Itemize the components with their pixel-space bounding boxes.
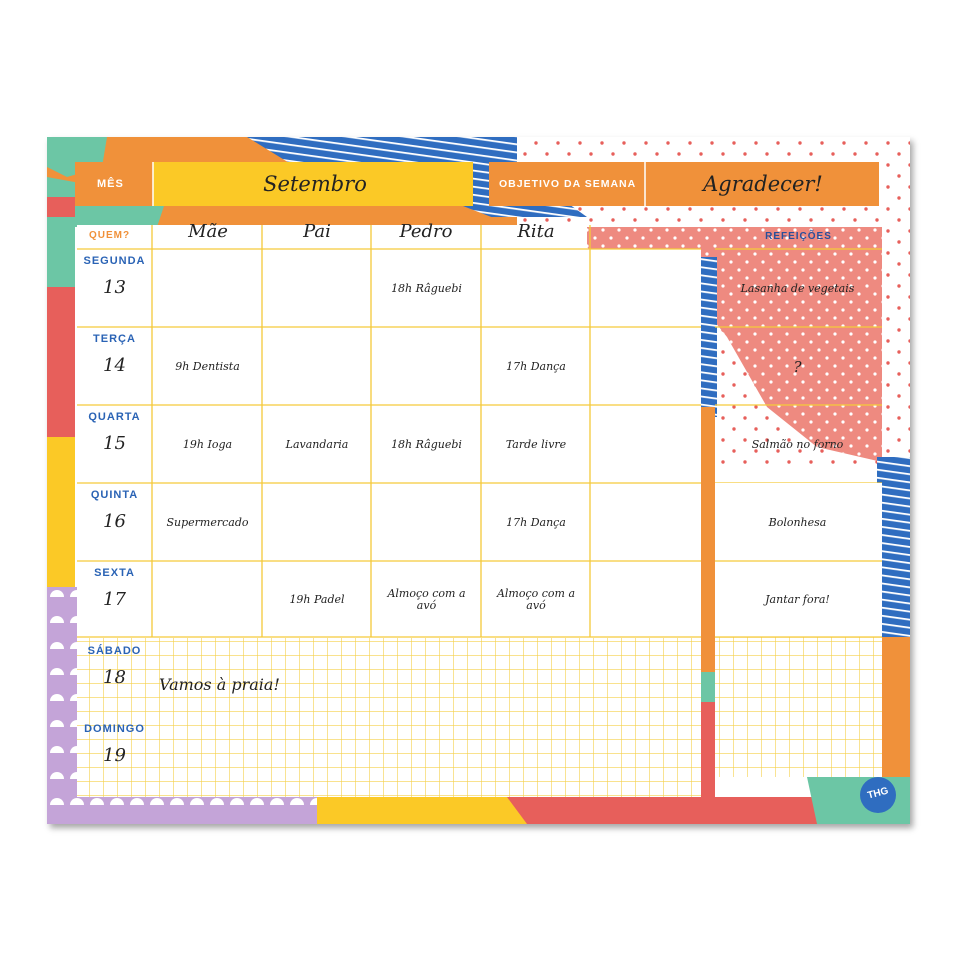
weekly-goal-label: OBJETIVO DA SEMANA <box>499 178 637 190</box>
table-cell[interactable]: 18h Râguebi <box>391 437 462 451</box>
table-cell[interactable]: Tarde livre <box>505 437 567 451</box>
day-friday: SEXTA 17 <box>77 567 152 610</box>
month-value[interactable]: Setembro <box>263 172 367 196</box>
weekly-goal-value[interactable]: Agradecer! <box>703 172 823 196</box>
table-cell[interactable]: Lavandaria <box>285 437 349 451</box>
table-cell[interactable]: Supermercado <box>166 515 249 529</box>
weekend-note[interactable]: Vamos à praia! <box>159 675 280 694</box>
table-cell[interactable]: 17h Dança <box>506 359 566 373</box>
table-cell[interactable]: 17h Dança <box>506 515 566 529</box>
table-cell[interactable]: Almoço com a avó <box>496 586 576 612</box>
meal-wednesday[interactable]: Salmão no forno <box>751 438 844 451</box>
day-thursday: QUINTA 16 <box>77 489 152 532</box>
weekly-planner: MÊS Setembro OBJETIVO DA SEMANA Agradece… <box>47 137 910 824</box>
table-cell[interactable]: 9h Dentista <box>175 359 240 373</box>
day-number: 14 <box>103 355 126 376</box>
person-pai[interactable]: Pai <box>303 221 331 242</box>
meal-monday[interactable]: Lasanha de vegetais <box>740 282 855 295</box>
day-number: 15 <box>103 433 126 454</box>
day-number: 19 <box>103 745 126 766</box>
table-cell[interactable]: Almoço com a avó <box>387 586 466 612</box>
day-name: DOMINGO <box>84 723 145 735</box>
day-name: QUARTA <box>88 411 141 423</box>
meal-friday[interactable]: Jantar fora! <box>765 593 830 606</box>
planner-background <box>47 137 910 824</box>
table-cell[interactable]: 19h Ioga <box>182 437 233 451</box>
day-wednesday: QUARTA 15 <box>77 411 152 454</box>
day-number: 16 <box>103 511 126 532</box>
person-mae[interactable]: Mãe <box>188 221 228 242</box>
day-tuesday: TERÇA 14 <box>77 333 152 376</box>
day-monday: SEGUNDA 13 <box>77 255 152 298</box>
person-rita[interactable]: Rita <box>517 221 555 242</box>
meal-tuesday[interactable]: ? <box>793 357 802 376</box>
day-name: SÁBADO <box>87 645 142 657</box>
table-cell[interactable]: 18h Râguebi <box>391 281 462 295</box>
table-cell[interactable]: 19h Padel <box>289 592 345 606</box>
day-number: 13 <box>103 277 126 298</box>
day-name: SEXTA <box>94 567 135 579</box>
day-name: TERÇA <box>93 333 136 345</box>
who-label: QUEM? <box>89 230 131 241</box>
day-name: SEGUNDA <box>83 255 146 267</box>
month-label: MÊS <box>97 178 124 190</box>
meals-label: REFEIÇÕES <box>765 231 832 242</box>
person-pedro[interactable]: Pedro <box>399 221 453 242</box>
day-number: 18 <box>103 667 126 688</box>
day-sunday: DOMINGO 19 <box>77 723 152 766</box>
day-number: 17 <box>103 589 126 610</box>
meal-thursday[interactable]: Bolonhesa <box>768 516 827 529</box>
day-saturday: SÁBADO 18 <box>77 645 152 688</box>
day-name: QUINTA <box>90 489 139 501</box>
